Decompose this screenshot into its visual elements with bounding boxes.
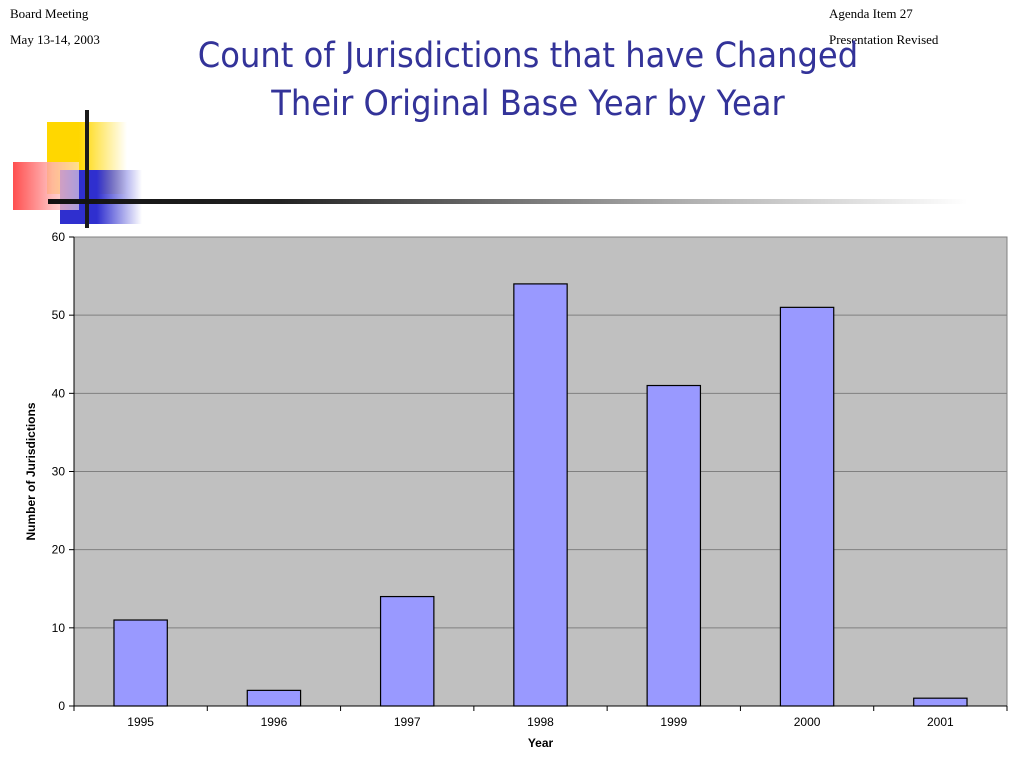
x-tick-label: 1998 bbox=[527, 715, 554, 729]
y-tick-label: 40 bbox=[52, 386, 66, 400]
slide-title-line-2: Their Original Base Year by Year bbox=[271, 84, 785, 124]
header-meeting-label: Board Meeting bbox=[10, 6, 89, 21]
y-tick-label: 0 bbox=[58, 699, 65, 713]
bar-2000 bbox=[779, 306, 835, 707]
bar-1996 bbox=[246, 689, 302, 707]
header-presentation-status: Presentation Revised bbox=[829, 32, 939, 47]
bar-1999 bbox=[646, 384, 702, 707]
slide-title-line-1: Count of Jurisdictions that have Changed bbox=[197, 36, 859, 76]
x-tick-label: 2001 bbox=[927, 715, 954, 729]
x-tick-label: 1996 bbox=[261, 715, 288, 729]
x-axis-title: Year bbox=[528, 736, 554, 750]
header-agenda-item: Agenda Item 27 bbox=[829, 6, 913, 21]
y-tick-label: 50 bbox=[52, 308, 66, 322]
bar-1995 bbox=[113, 619, 168, 707]
header-meeting-date: May 13-14, 2003 bbox=[10, 32, 100, 47]
y-tick-label: 10 bbox=[52, 621, 66, 635]
x-tick-label: 2000 bbox=[794, 715, 821, 729]
bar-1997 bbox=[379, 595, 435, 707]
y-tick-label: 20 bbox=[52, 543, 66, 557]
bar-2001 bbox=[913, 697, 968, 707]
decor-vertical-line bbox=[85, 110, 89, 228]
y-tick-label: 60 bbox=[52, 230, 66, 244]
decor-horizontal-rule bbox=[48, 199, 968, 204]
y-tick-label: 30 bbox=[52, 465, 66, 479]
x-tick-label: 1997 bbox=[394, 715, 421, 729]
x-tick-label: 1995 bbox=[127, 715, 154, 729]
y-axis-title: Number of Jurisdictions bbox=[24, 402, 38, 540]
x-tick-label: 1999 bbox=[660, 715, 687, 729]
bar-1998 bbox=[513, 283, 568, 707]
